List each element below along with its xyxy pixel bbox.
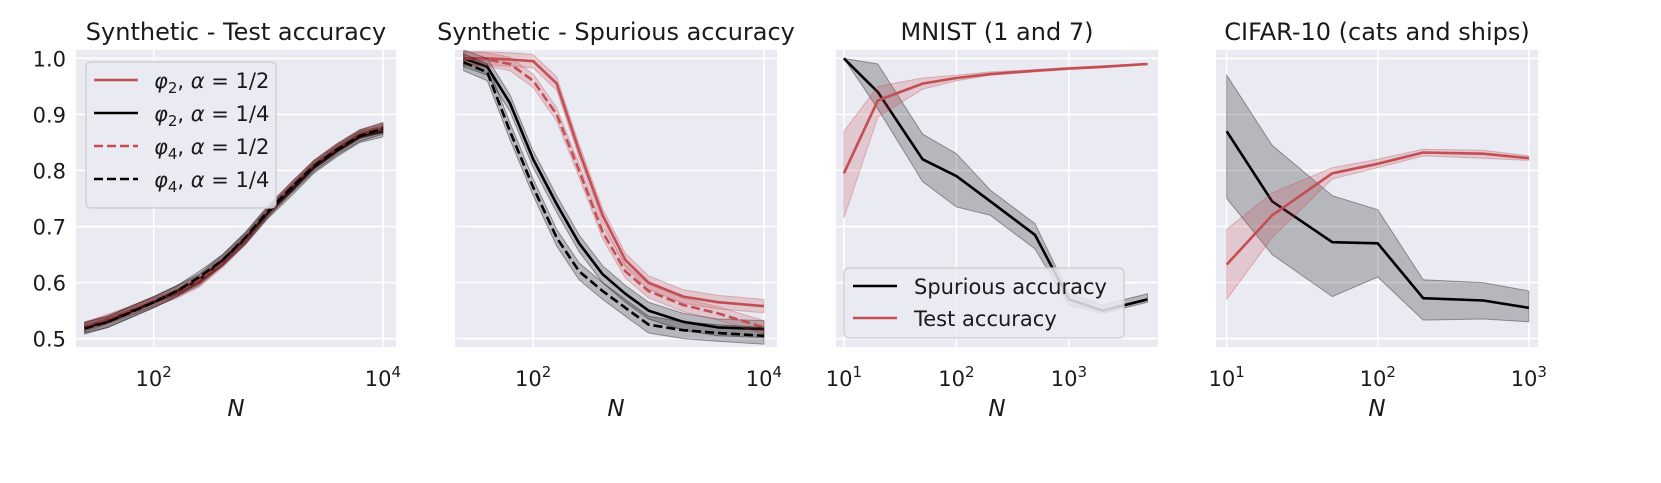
series-band-4 [463,53,765,345]
series-band-3 [84,121,384,332]
series-line-3 [463,57,765,329]
series-line-4 [463,61,764,338]
series-group [1225,73,1530,323]
panel-title: Synthetic - Test accuracy [86,18,386,46]
legend: Spurious accuracy Test accuracy [843,267,1125,339]
x-tick-label: 102 [515,363,551,391]
y-tick-label: 1.0 [33,47,66,71]
x-tick-label: 103 [1511,363,1547,391]
series-band-2 [1226,148,1530,301]
x-tick-label: 102 [136,363,172,391]
panel-title: MNIST (1 and 7) [901,18,1094,46]
panel-4: CIFAR-10 (cats and ships) 101 102 103 N [1209,18,1547,422]
series-band-1 [842,57,1148,314]
legend-label: Test accuracy [913,307,1057,331]
x-axis-label: N [988,396,1005,422]
legend-label: φ2, α = 1/2 [154,69,269,97]
panel-2: Synthetic - Spurious accuracy 102 104 N [437,18,795,422]
x-axis-label: N [607,396,624,422]
series-line-4 [84,127,384,330]
y-tick-label: 0.9 [33,103,66,127]
x-tick-label: 104 [365,363,401,391]
legend-label: φ4, α = 1/2 [154,135,269,163]
series-band-1 [1226,73,1530,323]
series-band-1 [463,51,765,314]
series-band-4 [84,122,384,335]
panel-title: CIFAR-10 (cats and ships) [1224,18,1529,46]
legend-label: Spurious accuracy [914,275,1107,299]
legend: φ2, α = 1/2 φ2, α = 1/4 φ4, α = 1/2 φ4, α =… [85,61,277,209]
y-tick-label: 0.7 [33,216,66,240]
x-axis-label: N [227,396,244,422]
series-group [463,50,765,345]
series-band-2 [84,125,384,334]
series-line-2 [842,62,1148,174]
y-tick-label: 0.8 [33,159,66,183]
legend-label: φ4, α = 1/4 [154,168,269,196]
panel-title: Synthetic - Spurious accuracy [437,18,795,46]
series-line-2 [463,57,764,331]
panel-3: MNIST (1 and 7) 101 102 103 N Spurious accura… [826,18,1158,422]
x-tick-label: 101 [826,363,862,391]
series-group [84,121,384,335]
x-tick-label: 102 [1360,363,1396,391]
series-line-2 [1225,151,1529,266]
series-line-1 [463,57,765,308]
series-group [842,57,1148,314]
panel-1: Synthetic - Test accuracy 102 104 0.5 0.6 0.7… [33,18,401,422]
series-line-1 [1225,130,1530,310]
y-tick-label: 0.6 [33,272,66,296]
x-axis-label: N [1368,396,1385,422]
x-tick-label: 103 [1051,363,1087,391]
series-band-3 [463,51,765,335]
y-tick-label: 0.5 [33,328,66,352]
x-tick-label: 102 [938,363,974,391]
x-tick-label: 101 [1209,363,1245,391]
x-tick-label: 104 [746,363,782,391]
legend-label: φ2, α = 1/4 [154,102,269,130]
